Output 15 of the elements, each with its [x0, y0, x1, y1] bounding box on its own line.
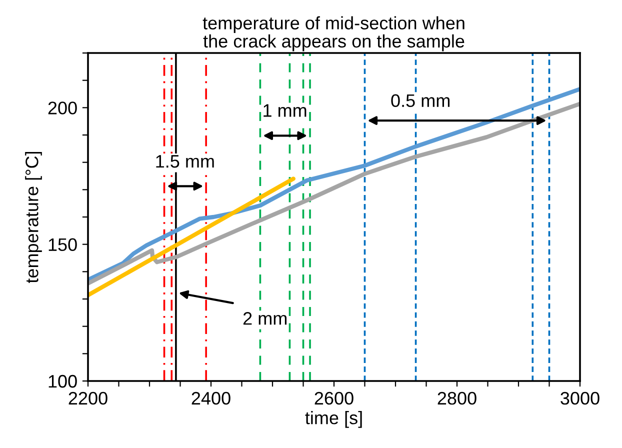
x-tick-label: 2400 [192, 392, 230, 405]
y-tick-label: 150 [48, 238, 77, 252]
y-axis-title: temperature [°C] [25, 152, 42, 284]
chart-title: temperature of mid-section when the crack appears on the sample [202, 16, 464, 52]
annotation: 0.5 mm [391, 94, 450, 108]
x-axis-title: time [s] [305, 411, 362, 428]
x-tick-label: 2800 [438, 392, 476, 405]
x-tick-label: 2200 [68, 392, 108, 405]
y-tick-label: 100 [48, 374, 77, 388]
x-tick-label: 2600 [314, 392, 354, 405]
annotation: 1.5 mm [156, 155, 214, 168]
annotation: 1 mm [264, 104, 306, 117]
y-tick-label: 200 [48, 102, 77, 114]
annotation: 2 mm [243, 312, 286, 325]
x-tick-label: 3000 [560, 392, 600, 405]
